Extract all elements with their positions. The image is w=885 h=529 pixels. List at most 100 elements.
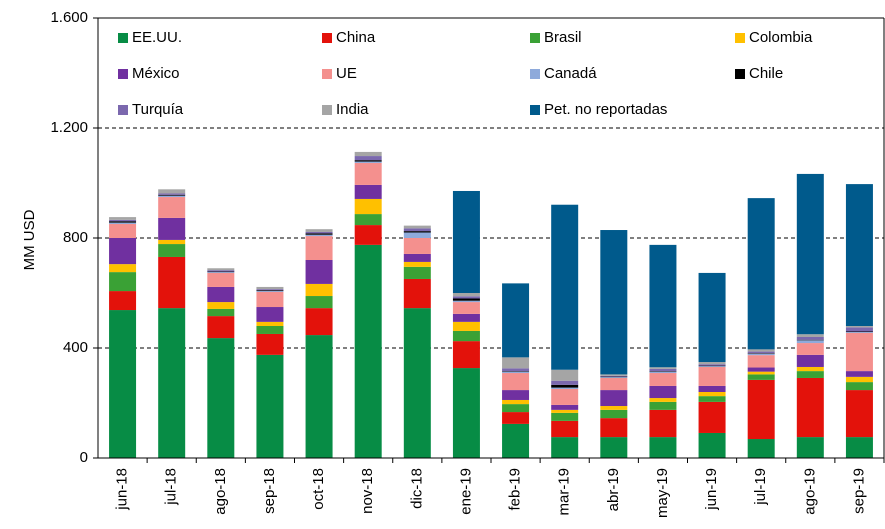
bar-segment (502, 399, 530, 405)
bar-segment (256, 290, 284, 292)
legend-label: EE.UU. (132, 29, 182, 46)
bar-segment (551, 420, 579, 438)
bar-segment (109, 310, 137, 458)
bar-segment (256, 321, 284, 326)
legend-label: China (336, 29, 376, 46)
bar-segment (305, 231, 333, 234)
y-tick-label: 400 (63, 339, 88, 356)
bar-segment (600, 376, 628, 378)
bar-segment (649, 368, 677, 372)
y-axis-label: MM USD (21, 209, 38, 270)
bar-segment (207, 272, 235, 273)
x-tick-label: feb-19 (507, 468, 524, 511)
bar-segment (551, 388, 579, 405)
bar-segment (109, 219, 137, 222)
bar-segment (109, 238, 137, 265)
legend-label: India (336, 101, 369, 118)
bar-segment (305, 308, 333, 336)
bar-segment (158, 193, 186, 195)
legend-swatch (735, 69, 745, 79)
bar-segment (158, 217, 186, 240)
bar-segment (796, 343, 824, 355)
bar-segment (600, 437, 628, 458)
bar-segment (158, 194, 186, 196)
bar-segment (207, 271, 235, 273)
bar-segment (747, 198, 775, 350)
x-tick-label: abr-19 (605, 468, 622, 511)
bar-segment (796, 334, 824, 337)
bar-segment (551, 404, 579, 410)
bar-segment (600, 375, 628, 377)
bar-segment (158, 195, 186, 198)
bar-segment (747, 439, 775, 458)
bar-segment (305, 229, 333, 232)
x-tick-label: nov-18 (359, 468, 376, 514)
bar-segment (698, 392, 726, 397)
bar-segment (354, 151, 382, 157)
bar-segment (551, 369, 579, 381)
bar-segment (403, 278, 431, 309)
bar-segment (698, 366, 726, 367)
bar-segment (845, 327, 873, 332)
bar-segment (845, 437, 873, 458)
bar-segment (158, 308, 186, 458)
legend-swatch (118, 105, 128, 115)
bar-segment (502, 412, 530, 424)
bar-segment (305, 335, 333, 458)
bar-segment (207, 302, 235, 309)
bar-segment (796, 337, 824, 340)
x-tick-label: jul-18 (163, 468, 180, 506)
bar-segment (845, 184, 873, 326)
bar-segment (256, 333, 284, 355)
bar-segment (502, 390, 530, 400)
legend-label: México (132, 65, 180, 82)
bar-segment (207, 338, 235, 458)
bar-segment (452, 300, 480, 303)
bar-segment (747, 371, 775, 375)
legend-label: Brasil (544, 29, 582, 46)
bar-segment (845, 371, 873, 377)
bar-segment (452, 330, 480, 342)
bar-segment (698, 365, 726, 367)
legend-label: Colombia (749, 29, 813, 46)
bar-segment (403, 261, 431, 267)
bar-segment (109, 221, 137, 223)
legend-swatch (530, 69, 540, 79)
bar-segment (600, 409, 628, 419)
bar-segment (452, 302, 480, 314)
bar-segment (698, 364, 726, 366)
bar-segment (747, 351, 775, 354)
bar-segment (747, 374, 775, 380)
x-tick-label: may-19 (654, 468, 671, 518)
bar-segment (649, 371, 677, 374)
legend-label: Chile (749, 65, 783, 82)
legend-swatch (322, 105, 332, 115)
bar-segment (207, 286, 235, 303)
bar-segment (109, 223, 137, 238)
x-tick-label: oct-18 (310, 468, 327, 510)
bar-segment (502, 423, 530, 458)
bar-segment (502, 371, 530, 372)
bar-segment (698, 385, 726, 392)
bar-segment (551, 409, 579, 413)
bar-segment (845, 382, 873, 391)
bar-segment (403, 253, 431, 262)
bar-segment (551, 387, 579, 389)
bar-segment (403, 308, 431, 458)
x-tick-label: ene-19 (457, 468, 474, 515)
y-tick-label: 800 (63, 229, 88, 246)
bar-segment (158, 244, 186, 257)
bar-segment (649, 385, 677, 399)
x-tick-label: jun-19 (703, 468, 720, 511)
bar-segment (698, 366, 726, 386)
bar-segment (207, 268, 235, 271)
bar-segment (845, 332, 873, 372)
bar-segment (158, 256, 186, 309)
bar-segment (796, 366, 824, 372)
bar-segment (158, 239, 186, 245)
legend-label: Pet. no reportadas (544, 101, 667, 118)
bar-segment (452, 190, 480, 293)
bar-segment (256, 286, 284, 290)
bar-segment (502, 373, 530, 391)
